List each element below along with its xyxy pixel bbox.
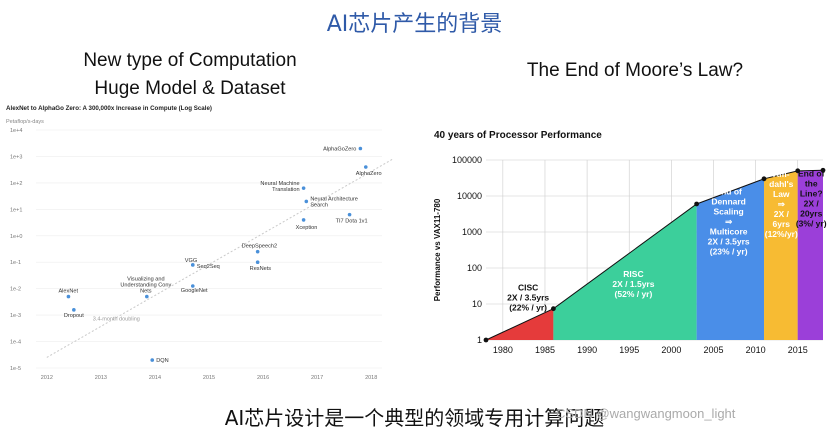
- data-point: [761, 176, 767, 182]
- data-point: [145, 294, 149, 299]
- x-tick-label: 2005: [703, 345, 723, 355]
- slide-title: AI芯片产生的背景: [326, 12, 503, 37]
- data-point: [551, 306, 556, 312]
- y-tick-label: 1e-2: [10, 287, 21, 293]
- x-tick-label: 1985: [535, 345, 555, 355]
- data-point: [694, 201, 700, 207]
- data-point: [795, 168, 801, 174]
- performance-region: [797, 170, 823, 340]
- data-point: [190, 284, 195, 288]
- data-point: [301, 186, 306, 190]
- point-label: Neural Architecture Search: [310, 196, 358, 208]
- point-label: AlphaZero: [356, 171, 382, 177]
- right-heading: The End of Moore’s Law?: [526, 60, 744, 81]
- point-label: DQN: [156, 358, 168, 364]
- processor-performance-chart: 40 years of Processor Performance 1 10 100 1…: [433, 130, 827, 355]
- bottom-caption: AI芯片设计是一个典型的领域专用计算问题: [224, 406, 605, 430]
- y-tick-label: 10000: [457, 191, 482, 201]
- y-axis-label: Petaflop/s-days: [6, 119, 44, 125]
- point-label: VGG: [185, 258, 197, 264]
- x-tick-label: 2015: [203, 375, 215, 381]
- y-tick-label: 1e+4: [10, 128, 22, 134]
- point-label: Xception: [296, 225, 318, 231]
- y-tick-label: 1e+3: [10, 154, 22, 160]
- y-tick-label: 1e-1: [10, 260, 21, 266]
- x-tick-label: 2016: [257, 375, 269, 381]
- performance-region: [696, 178, 765, 340]
- point-label: DeepSpeech2: [242, 244, 277, 250]
- trend-line: [46, 158, 394, 358]
- left-heading-line2: Huge Model & Dataset: [94, 78, 286, 99]
- data-point: [150, 358, 155, 362]
- y-tick-label: 10: [472, 299, 482, 309]
- y-tick-label: 1e+2: [10, 181, 22, 187]
- watermark: CSDN @wangwangmoon_light: [556, 406, 736, 421]
- data-point: [483, 337, 489, 343]
- y-tick-label: 100000: [452, 155, 482, 165]
- region-label: End of the Line? 2X /20yrs (3%/ yr): [796, 169, 827, 229]
- x-tick-label: 2013: [95, 375, 107, 381]
- y-tick-label: 1e-3: [10, 313, 21, 319]
- region-label: End of Dennard Scaling ⇒ Multicore 2X / 3.5yr…: [708, 187, 750, 257]
- x-tick-label: 2015: [788, 345, 808, 355]
- x-tick-label: 2014: [149, 375, 161, 381]
- y-tick-label: 1e-4: [10, 340, 21, 346]
- point-label: Visualizing and Understanding Conv Nets: [120, 277, 171, 295]
- chart-title: 40 years of Processor Performance: [434, 130, 602, 141]
- trend-label: 3.4-month doubling: [93, 316, 140, 322]
- data-point: [347, 212, 352, 217]
- data-point: [72, 308, 76, 312]
- point-label: Neural Machine Translation: [260, 181, 299, 193]
- compute-growth-chart: AlexNet to AlphaGo Zero: A 300,000x Incr…: [6, 105, 394, 381]
- y-tick-label: 1e+1: [10, 207, 22, 213]
- region-label: RISC 2X / 1.5yrs (52% / yr): [612, 269, 654, 299]
- x-tick-label: 1995: [619, 345, 639, 355]
- x-tick-label: 2017: [311, 375, 323, 381]
- data-point: [301, 218, 306, 222]
- data-point: [255, 249, 260, 254]
- y-tick-label: 1: [477, 335, 482, 345]
- y-axis-label: Performance vs VAX11-780: [433, 198, 442, 301]
- region-label: Am-dahl's Law ⇒ 2X /6yrs (12%/yr): [765, 169, 798, 239]
- data-point: [820, 167, 826, 173]
- x-tick-label: 1990: [577, 345, 597, 355]
- left-heading-line1: New type of Computation: [83, 50, 297, 71]
- performance-region: [553, 203, 697, 340]
- y-tick-label: 1e-5: [10, 366, 21, 372]
- point-label: ResNets: [250, 266, 272, 272]
- region-label: CISC 2X / 3.5yrs (22% / yr): [507, 283, 549, 313]
- point-label: TI7 Dota 1v1: [336, 219, 368, 225]
- x-tick-label: 2012: [41, 375, 53, 381]
- chart-title: AlexNet to AlphaGo Zero: A 300,000x Incr…: [6, 105, 212, 112]
- data-point: [304, 199, 309, 204]
- x-tick-label: 2010: [746, 345, 766, 355]
- data-point: [358, 146, 363, 151]
- point-label: Dropout: [64, 313, 84, 319]
- x-tick-label: 1980: [493, 345, 513, 355]
- data-point: [66, 294, 71, 299]
- y-tick-label: 1e+0: [10, 234, 22, 240]
- point-label: GoogleNet: [181, 288, 208, 294]
- y-tick-label: 100: [467, 263, 482, 273]
- data-point: [363, 165, 368, 169]
- point-label: AlphaGoZero: [323, 147, 356, 153]
- point-label: AlexNet: [58, 289, 78, 295]
- performance-region: [764, 170, 798, 340]
- performance-line: [485, 169, 824, 341]
- data-point: [190, 263, 195, 267]
- x-tick-label: 2018: [365, 375, 377, 381]
- y-tick-label: 1000: [462, 227, 482, 237]
- point-label: Seq2Seq: [197, 264, 220, 270]
- x-tick-label: 2000: [661, 345, 681, 355]
- data-point: [255, 260, 260, 265]
